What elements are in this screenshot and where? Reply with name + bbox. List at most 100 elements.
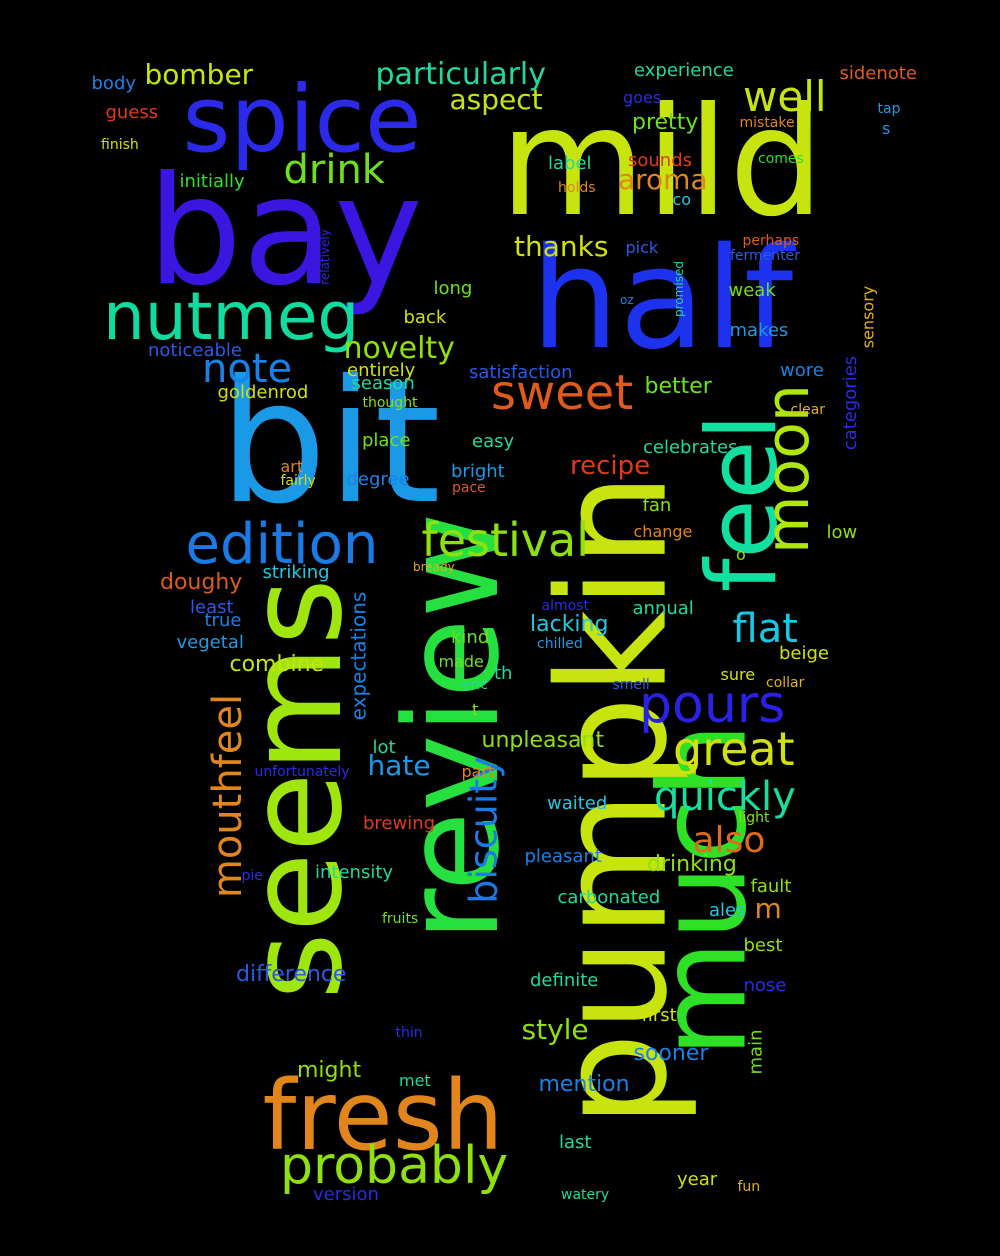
word-ales: ales [709,900,746,921]
word-change: change [633,522,693,541]
word-pie: pie [241,868,263,884]
word-relatively: relatively [317,229,332,285]
word-guess: guess [105,102,159,123]
word-best: best [743,935,783,956]
word-long: long [433,278,473,299]
word-drinking: drinking [647,852,737,877]
word-last: last [559,1132,592,1153]
word-style: style [521,1013,589,1046]
word-carbonated: carbonated [557,887,661,908]
word-holds: holds [558,180,596,196]
word-beige: beige [779,643,830,664]
word-intensity: intensity [315,862,394,883]
word-nutmeg: nutmeg [103,278,360,355]
word-experience: experience [634,60,734,81]
word-might: might [297,1058,362,1083]
word-m: m [754,892,782,925]
word-fun: fun [737,1179,761,1195]
word-finish: finish [101,137,139,153]
word-main: main [744,1029,766,1075]
word-edition: edition [185,512,379,577]
word-sidenote: sidenote [839,63,917,84]
word-t: t [472,700,479,719]
word-lot: lot [372,737,396,758]
word-mention: mention [538,1072,630,1097]
word-great: great [673,722,795,776]
word-mistake: mistake [739,115,795,131]
word-difference: difference [236,962,347,987]
word-drink: drink [283,147,385,193]
word-expectations: expectations [345,591,370,721]
word-perhaps: perhaps [742,233,800,249]
word-weak: weak [728,280,776,301]
word-pace: pace [452,480,486,496]
word-made: made [438,652,484,671]
word-version: version [313,1184,379,1205]
word-eric: eric [462,677,488,693]
word-spice: spice [182,66,422,173]
word-probably: probably [280,1136,509,1196]
word-fresh: fresh [262,1060,504,1172]
word-almost: almost [541,598,589,614]
word-makes: makes [729,320,789,341]
word-bomber: bomber [144,58,254,91]
word-easy: easy [472,431,515,452]
word-thanks: thanks [514,230,609,263]
word-unfortunately: unfortunately [254,764,350,780]
word-s: s [882,119,891,138]
word-o: o [736,545,746,564]
word-fairly: fairly [280,473,316,489]
word-fermenter: fermenter [730,248,801,264]
word-festival: festival [421,513,589,567]
word-pleasant: pleasant [524,846,602,867]
word-nose: nose [743,975,787,996]
word-brewing: brewing [363,813,436,834]
word-aroma: aroma [618,163,708,196]
word-oz: oz [620,293,634,307]
word-also: also [692,820,766,861]
word-celebrates: celebrates [643,437,738,458]
word-watery: watery [561,1187,610,1203]
word-collar: collar [766,675,805,691]
word-half: half [530,218,794,381]
word-striking: striking [262,562,330,583]
word-sure: sure [720,665,756,684]
word-goes: goes [623,88,662,107]
word-degree: degree [346,469,410,490]
word-wore: wore [780,360,824,381]
word-better: better [644,374,712,399]
word-pick: pick [625,238,659,257]
word-year: year [677,1169,718,1190]
word-aspect: aspect [449,83,543,116]
word-bright: bright [451,461,505,482]
word-met: met [399,1071,431,1090]
word-satisfaction: satisfaction [469,362,573,383]
word-waited: waited [547,793,608,814]
word-doughy: doughy [160,570,243,595]
word-pretty: pretty [632,110,699,135]
word-light: light [738,810,770,826]
word-back: back [403,307,447,328]
word-mild: mild [499,76,825,250]
word-bay: bay [147,145,423,319]
word-promised: promised [671,261,686,317]
word-least: least [190,597,234,618]
word-thin: thin [395,1025,423,1041]
word-bit: bit [219,344,441,542]
word-art: art [280,457,304,476]
word-hate: hate [367,749,431,782]
word-novelty: novelty [343,331,455,366]
word-definite: definite [530,970,599,991]
word-place: place [362,430,411,451]
word-sensory: sensory [857,285,877,349]
word-goldenrod: goldenrod [217,382,309,403]
word-chilled: chilled [537,636,583,652]
word-unpleasant: unpleasant [481,728,605,753]
word-fan: fan [642,495,672,516]
word-true: true [204,610,242,631]
word-clear: clear [790,402,826,418]
word-vegetal: vegetal [176,632,244,653]
word-categories: categories [840,355,862,451]
word-sweet: sweet [491,365,634,421]
